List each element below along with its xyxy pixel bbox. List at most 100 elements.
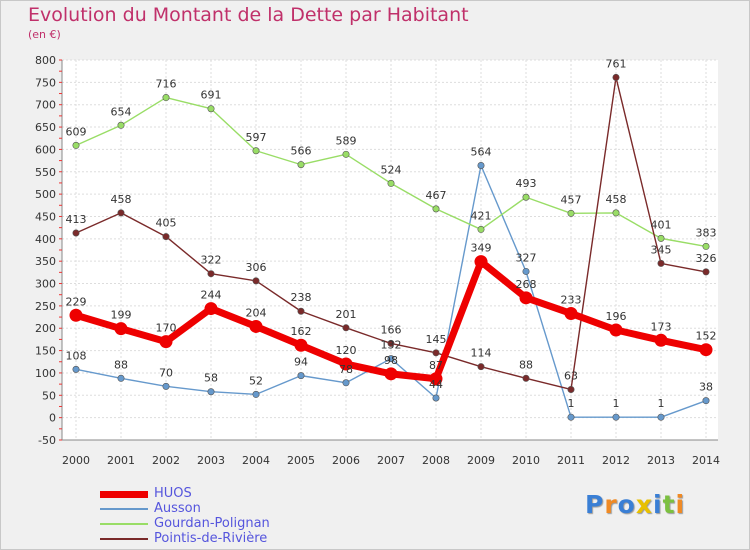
- data-point: [657, 234, 665, 242]
- data-point: [252, 390, 260, 398]
- data-label: 70: [159, 366, 173, 379]
- data-point: [342, 379, 350, 387]
- legend-label: Gourdan-Polignan: [154, 516, 270, 531]
- data-point: [657, 413, 665, 421]
- x-tick-label: 2013: [647, 454, 675, 467]
- y-tick-label: -50: [38, 434, 56, 447]
- data-label: 589: [336, 134, 357, 147]
- data-point: [519, 291, 533, 305]
- data-label: 204: [246, 306, 267, 319]
- data-label: 383: [696, 226, 717, 239]
- data-label: 238: [291, 291, 312, 304]
- data-label: 152: [696, 330, 717, 343]
- y-tick-label: 550: [35, 166, 56, 179]
- data-point: [72, 365, 80, 373]
- data-point: [207, 388, 215, 396]
- data-label: 166: [381, 323, 402, 336]
- data-label: 170: [156, 322, 177, 335]
- x-tick-label: 2007: [377, 454, 405, 467]
- data-point: [117, 374, 125, 382]
- y-tick-label: 400: [35, 233, 56, 246]
- y-tick-label: 100: [35, 367, 56, 380]
- data-label: 524: [381, 163, 402, 176]
- legend-label: Pointis-de-Rivière: [154, 531, 268, 546]
- data-label: 345: [651, 243, 672, 256]
- data-label: 120: [336, 344, 357, 357]
- data-point: [297, 307, 305, 315]
- data-label: 306: [246, 261, 267, 274]
- data-point: [117, 121, 125, 129]
- data-point: [567, 209, 575, 217]
- data-point: [72, 229, 80, 237]
- y-tick-label: 700: [35, 99, 56, 112]
- data-point: [567, 413, 575, 421]
- data-point: [432, 205, 440, 213]
- data-point: [297, 161, 305, 169]
- data-label: 199: [111, 309, 132, 322]
- x-tick-label: 2014: [692, 454, 720, 467]
- data-label: 229: [66, 295, 87, 308]
- y-tick-label: 600: [35, 143, 56, 156]
- data-label: 1: [658, 397, 665, 410]
- x-tick-label: 2001: [107, 454, 135, 467]
- data-label: 58: [204, 372, 218, 385]
- data-point: [429, 372, 443, 386]
- data-label: 457: [561, 193, 582, 206]
- data-label: 44: [429, 378, 443, 391]
- data-label: 196: [606, 310, 627, 323]
- data-label: 233: [561, 293, 582, 306]
- data-label: 1: [613, 397, 620, 410]
- y-tick-label: 350: [35, 255, 56, 268]
- x-tick-label: 2004: [242, 454, 270, 467]
- data-point: [702, 242, 710, 250]
- legend-swatch: [100, 508, 148, 510]
- data-point: [612, 73, 620, 81]
- data-label: 716: [156, 78, 177, 91]
- data-point: [207, 105, 215, 113]
- data-label: 564: [471, 146, 492, 159]
- data-point: [204, 302, 218, 316]
- data-point: [342, 150, 350, 158]
- data-point: [609, 323, 623, 337]
- data-point: [384, 367, 398, 381]
- data-label: 691: [201, 89, 222, 102]
- x-tick-label: 2005: [287, 454, 315, 467]
- data-point: [699, 343, 713, 357]
- data-point: [477, 363, 485, 371]
- data-point: [612, 209, 620, 217]
- y-tick-label: 0: [49, 412, 56, 425]
- y-tick-label: 650: [35, 121, 56, 134]
- data-point: [159, 335, 173, 349]
- data-point: [162, 382, 170, 390]
- data-point: [522, 267, 530, 275]
- data-point: [162, 94, 170, 102]
- data-label: 114: [471, 347, 492, 360]
- data-label: 268: [516, 278, 537, 291]
- data-label: 458: [111, 193, 132, 206]
- data-point: [387, 339, 395, 347]
- data-point: [252, 277, 260, 285]
- data-point: [252, 147, 260, 155]
- data-label: 132: [381, 339, 402, 352]
- data-point: [702, 268, 710, 276]
- legend-label: HUOS: [154, 486, 192, 501]
- chart-title: Evolution du Montant de la Dette par Hab…: [28, 4, 469, 26]
- data-label: 761: [606, 57, 627, 70]
- data-label: 88: [114, 358, 128, 371]
- data-label: 597: [246, 131, 267, 144]
- x-tick-label: 2010: [512, 454, 540, 467]
- data-label: 244: [201, 289, 222, 302]
- data-label: 108: [66, 349, 87, 362]
- data-point: [387, 179, 395, 187]
- data-point: [387, 355, 395, 363]
- data-point: [432, 349, 440, 357]
- data-label: 52: [249, 374, 263, 387]
- data-label: 38: [699, 381, 713, 394]
- data-label: 467: [426, 189, 447, 202]
- data-point: [702, 397, 710, 405]
- data-point: [114, 322, 128, 336]
- data-point: [297, 372, 305, 380]
- data-point: [522, 193, 530, 201]
- proxiti-logo: Proxiti: [585, 490, 686, 519]
